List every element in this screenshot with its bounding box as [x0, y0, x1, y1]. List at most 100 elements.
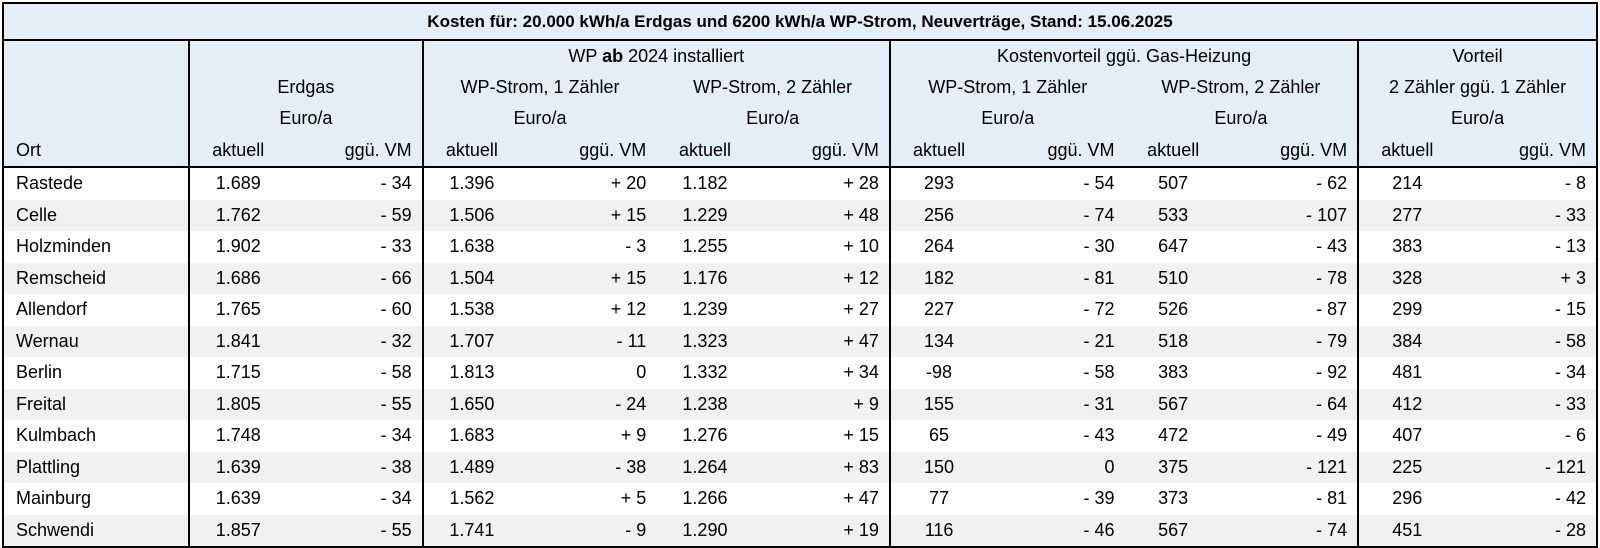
- cell-erdgas-aktuell: 1.689: [188, 167, 307, 200]
- cell-erdgas-vm: - 34: [380, 425, 412, 446]
- cell-wp2-aktuell: 1.229: [656, 199, 774, 231]
- cell-kv2-aktuell: 518: [1124, 325, 1242, 357]
- cell-kv2-vm: - 81: [1316, 488, 1348, 509]
- cell-erdgas-vm: - 33: [380, 236, 412, 257]
- cell-kv2-vm: - 92: [1316, 362, 1348, 383]
- cell-kv2-aktuell: 375: [1124, 451, 1242, 483]
- cell-erdgas-vm: - 34: [380, 488, 412, 509]
- table-row: Berlin 1.715 - 58 1.813 0 1.332 + 34 -98 - 58 383…: [1, 357, 1598, 389]
- cell-vorteil-aktuell: 328: [1357, 262, 1476, 294]
- cell-wp1-vm: - 24: [540, 388, 657, 420]
- cell-kv1-aktuell: 134: [888, 325, 1008, 357]
- cell-erdgas-aktuell: 1.765: [188, 294, 307, 326]
- cell-erdgas-aktuell: 1.715: [188, 357, 307, 389]
- cell-wp2-vm: + 19: [773, 514, 890, 548]
- cell-erdgas-aktuell: 1.841: [188, 325, 307, 357]
- cell-kv2-aktuell: 533: [1124, 199, 1242, 231]
- cell-wp2-aktuell: 1.238: [656, 388, 774, 420]
- cell-kv1-vm: 0: [1007, 451, 1125, 483]
- header-empty: [1, 40, 190, 72]
- column-header-aktuell: aktuell: [888, 134, 1008, 168]
- cell-ort: Remscheid: [1, 262, 190, 294]
- cell-wp1-aktuell: 1.741: [421, 514, 540, 548]
- column-header-aktuell: aktuell: [1124, 134, 1242, 168]
- cell-wp2-aktuell: 1.239: [682, 299, 728, 320]
- cell-vorteil-vm: - 33: [1475, 199, 1598, 231]
- cell-erdgas-vm: - 55: [306, 388, 423, 420]
- cell-vorteil-vm: - 13: [1475, 231, 1598, 263]
- cell-vorteil-aktuell: 383: [1357, 231, 1476, 263]
- cell-wp2-aktuell: 1.255: [682, 236, 728, 257]
- column-header-aktuell: aktuell: [188, 134, 307, 168]
- cell-kv2-aktuell: 507: [1158, 173, 1189, 194]
- group-header-wp: WP ab 2024 installiert: [421, 40, 890, 72]
- cell-vorteil-aktuell: 296: [1357, 483, 1476, 515]
- cell-kv1-vm: - 81: [1007, 262, 1125, 294]
- column-header-vm: ggü. VM: [1007, 134, 1125, 168]
- cell-kv2-vm: - 64: [1241, 388, 1359, 420]
- cell-erdgas-aktuell: 1.857: [188, 514, 307, 548]
- cell-ort: Celle: [1, 199, 190, 231]
- cell-vorteil-aktuell: 412: [1357, 388, 1476, 420]
- cell-wp2-aktuell: 1.323: [656, 325, 774, 357]
- cell-wp2-vm: + 15: [843, 425, 879, 446]
- cell-erdgas-vm: - 58: [380, 362, 412, 383]
- cell-erdgas-vm: - 55: [306, 514, 423, 548]
- cell-erdgas-aktuell: 1.748: [188, 420, 307, 452]
- column-header-vm: ggü. VM: [540, 134, 657, 168]
- unit-wp2: Euro/a: [656, 103, 890, 134]
- cell-wp1-aktuell: 1.683: [421, 420, 540, 452]
- sub-header-erdgas: Erdgas: [188, 72, 423, 103]
- cell-erdgas-aktuell: 1.639: [188, 483, 307, 515]
- cell-kv2-vm: - 79: [1241, 325, 1359, 357]
- cell-wp2-vm: + 47: [773, 325, 890, 357]
- table-row: Celle 1.762- 59 1.506 + 15 1.229 + 48 256- 74 5…: [1, 199, 1598, 231]
- cell-kv1-vm: - 39: [1083, 488, 1115, 509]
- cell-kv1-vm: - 21: [1007, 325, 1125, 357]
- cell-vorteil-vm: - 28: [1475, 514, 1598, 548]
- cell-kv2-aktuell: 383: [1158, 362, 1189, 383]
- cell-vorteil-aktuell: 214: [1357, 167, 1476, 200]
- cell-erdgas-aktuell: 1.805: [188, 388, 307, 420]
- header-empty: [1, 103, 190, 134]
- cell-wp1-vm: + 15: [540, 199, 657, 231]
- cell-kv1-aktuell: 116: [888, 514, 1008, 548]
- table-title: Kosten für: 20.000 kWh/a Erdgas und 6200…: [2, 2, 1598, 41]
- cell-ort: Rastede: [1, 167, 190, 200]
- cell-vorteil-aktuell: 384: [1357, 325, 1476, 357]
- cell-wp1-aktuell: 1.504: [421, 262, 540, 294]
- unit-erdgas: Euro/a: [188, 103, 423, 134]
- group-header-wp-bold: ab: [602, 46, 624, 66]
- cell-kv1-vm: - 43: [1083, 425, 1115, 446]
- cell-wp1-vm: - 9: [540, 514, 657, 548]
- column-header-vm: ggü. VM: [773, 134, 890, 168]
- cell-wp2-vm: + 10: [843, 236, 879, 257]
- cell-wp1-vm: + 15: [540, 262, 657, 294]
- cell-erdgas-vm: - 66: [306, 262, 423, 294]
- cell-kv1-aktuell: 65: [888, 420, 1008, 452]
- cell-kv2-aktuell: 567: [1124, 514, 1242, 548]
- unit-kv1: Euro/a: [888, 103, 1125, 134]
- cell-vorteil-vm: - 34: [1475, 357, 1598, 389]
- table-body: Rastede 1.689 - 34 1.396 + 20 1.182 + 28 293 - 5…: [1, 167, 1598, 548]
- cell-vorteil-vm: - 33: [1475, 388, 1598, 420]
- cell-wp2-vm: + 27: [843, 299, 879, 320]
- cell-wp1-aktuell: 1.813: [421, 357, 540, 389]
- cell-kv2-aktuell: 373: [1158, 488, 1189, 509]
- unit-wp1: Euro/a: [421, 103, 657, 134]
- cell-vorteil-vm: - 6: [1475, 420, 1598, 452]
- cell-kv1-aktuell: 150: [888, 451, 1008, 483]
- table-row: Holzminden 1.902 - 33 1.638 - 3 1.255 + 10 264 -…: [1, 231, 1598, 263]
- cell-erdgas-vm: - 59: [306, 199, 423, 231]
- cell-erdgas-vm: - 38: [306, 451, 423, 483]
- cell-kv2-vm: - 43: [1316, 236, 1348, 257]
- cell-vorteil-vm: + 3: [1475, 262, 1598, 294]
- cell-kv2-vm: - 49: [1316, 425, 1348, 446]
- cell-vorteil-aktuell: 407: [1357, 420, 1476, 452]
- cell-wp2-aktuell: 1.266: [682, 488, 728, 509]
- cell-vorteil-vm: - 42: [1475, 483, 1598, 515]
- cell-kv2-vm: - 87: [1316, 299, 1348, 320]
- cell-wp2-vm: + 83: [773, 451, 890, 483]
- sub-header-kv2: WP-Strom, 2 Zähler: [1124, 72, 1359, 103]
